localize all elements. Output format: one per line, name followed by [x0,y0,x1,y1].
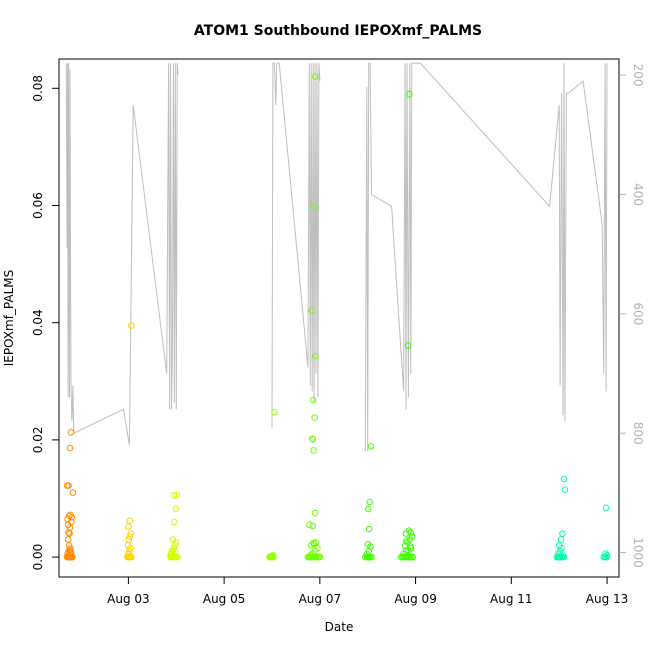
x-tick-label: Aug 09 [394,592,437,606]
pressure-line-1 [271,62,321,428]
data-point [69,489,77,496]
data-point [309,396,317,404]
data-point [560,553,568,561]
x-axis-label: Date [325,620,354,634]
data-point [269,552,277,559]
data-point [555,542,563,549]
data-point [64,536,72,543]
data-point [405,527,413,535]
data-point [271,409,278,416]
data-point [172,548,179,556]
data-point [172,505,180,513]
y-axis: 0.00 0.02 0.04 0.06 0.08 [31,75,59,570]
data-point [309,436,317,443]
data-point [173,491,180,499]
data-point [169,536,177,543]
data-point [171,542,179,549]
x-tick-label: Aug 13 [586,592,629,606]
data-point [65,529,72,536]
chart-title: ATOM1 Southbound IEPOXmf_PALMS [194,23,482,39]
x-axis: Aug 03 Aug 05 Aug 07 Aug 09 Aug 11 Aug 13 [107,577,628,606]
data-point [407,543,414,550]
pressure-line-2 [364,62,421,452]
data-point [308,307,316,314]
data-point [126,553,133,561]
data-point [311,414,318,421]
x-tick-label: Aug 03 [107,592,150,606]
data-point [365,525,373,533]
data-point [66,444,74,452]
data-point [67,429,75,436]
y-axis-label: IEPOXmf_PALMS [2,270,16,367]
data-point [125,550,132,558]
data-point [127,530,135,537]
data-point [406,90,413,98]
data-point [602,504,610,512]
data-point [128,322,135,329]
y-tick-label: 0.04 [31,309,45,336]
data-point [409,553,417,561]
y2-tick-label: 400 [631,183,645,206]
data-point [367,443,375,450]
data-point [366,498,373,506]
data-point [306,521,313,529]
data-point [364,540,372,548]
data-point [561,486,569,494]
data-point [316,553,324,561]
data-point [408,533,416,540]
data-point [125,536,133,543]
data-point [170,545,178,552]
data-point [364,505,372,513]
y2-tick-label: 800 [631,422,645,445]
data-point [67,548,74,556]
data-point [368,553,375,561]
data-point [310,447,317,454]
y-tick-label: 0.06 [31,192,45,219]
data-point [310,203,318,210]
data-point [404,342,412,349]
data-point [557,536,565,543]
data-point [126,533,134,540]
data-point [314,545,321,552]
y2-tick-label: 1000 [631,537,645,568]
data-point [126,517,134,525]
data-point [68,513,76,521]
data-point [312,352,319,360]
y2-tick-label: 600 [631,302,645,325]
x-tick-label: Aug 11 [490,592,533,606]
data-point [171,518,178,526]
pressure-line-0 [65,63,179,446]
secondary-y-axis: 200 400 600 800 1000 [619,64,645,568]
x-tick-label: Aug 07 [299,592,342,606]
data-point [603,552,611,559]
y-tick-label: 0.00 [31,544,45,571]
data-point [65,482,72,489]
pressure-lines [65,62,608,452]
data-points [63,73,611,561]
y-tick-label: 0.08 [31,75,45,102]
data-point [170,492,178,499]
data-point [64,521,72,529]
y2-tick-label: 200 [631,64,645,87]
data-point [310,539,317,547]
data-point [311,509,319,517]
x-tick-label: Aug 05 [203,592,246,606]
data-point [560,475,568,483]
data-point [67,545,74,552]
data-point [559,530,566,537]
data-point [602,550,609,557]
y-tick-label: 0.02 [31,427,45,454]
pressure-line-3 [420,62,608,422]
data-point [311,73,319,80]
data-point [309,522,317,530]
data-point [125,523,132,530]
data-point [65,552,73,559]
data-point [407,529,415,536]
plot-frame [58,58,620,578]
data-point [403,537,410,545]
